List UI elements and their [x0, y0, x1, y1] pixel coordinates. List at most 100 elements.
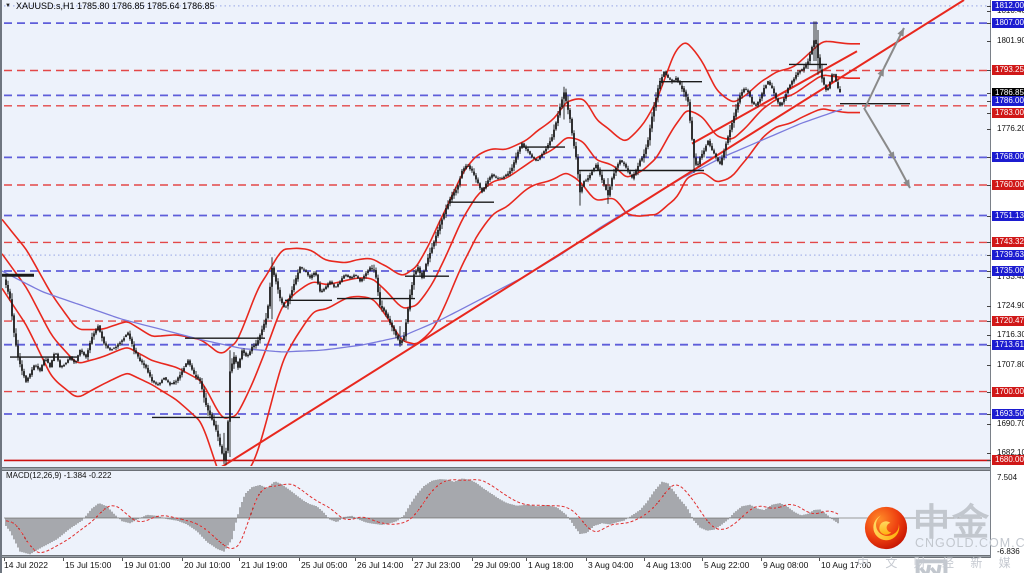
- macd-scale-bottom: -6.836: [997, 547, 1020, 556]
- price-tag-red: 1793.25: [992, 65, 1024, 75]
- price-axis-tick: [987, 101, 991, 102]
- time-axis-tick: [412, 558, 413, 561]
- price-tag-red: 1680.00: [992, 455, 1024, 465]
- ascending-trendline: [691, 50, 858, 145]
- price-tag-blue: 1713.61: [992, 340, 1024, 350]
- time-axis-tick: [63, 558, 64, 561]
- price-axis-label: 1776.20: [997, 124, 1024, 133]
- price-tag-blue: 1768.00: [992, 152, 1024, 162]
- price-tag-red: 1783.00: [992, 108, 1024, 118]
- time-axis-label: 3 Aug 04:00: [588, 560, 634, 570]
- candlesticks: [5, 21, 841, 466]
- price-axis-tick: [987, 216, 991, 217]
- price-axis-tick: [987, 255, 991, 256]
- time-axis-tick: [472, 558, 473, 561]
- price-tag-blue: 1812.00: [992, 1, 1024, 11]
- price-axis-tick: [987, 70, 991, 71]
- forecast-arrowhead-icon: [903, 179, 910, 188]
- lower-band-line: [2, 108, 860, 466]
- price-tag-red: 1720.47: [992, 316, 1024, 326]
- price-tag-black: 1786.85: [992, 88, 1024, 98]
- price-axis-tick: [987, 157, 991, 158]
- time-axis-tick: [526, 558, 527, 561]
- forecast-arrow: [863, 107, 896, 161]
- price-axis-tick: [987, 424, 991, 425]
- time-axis-tick: [702, 558, 703, 561]
- time-axis[interactable]: [2, 558, 1024, 573]
- price-axis-tick: [987, 93, 991, 94]
- time-axis-tick: [355, 558, 356, 561]
- time-axis-label: 1 Aug 18:00: [528, 560, 574, 570]
- price-tag-red: 1760.00: [992, 180, 1024, 190]
- price-axis-tick: [987, 113, 991, 114]
- price-axis-tick: [987, 392, 991, 393]
- time-axis-tick: [644, 558, 645, 561]
- price-axis-tick: [987, 335, 991, 336]
- price-axis-label: 1733.40: [997, 272, 1024, 281]
- time-axis-tick: [239, 558, 240, 561]
- time-axis-label: 19 Jul 01:00: [124, 560, 171, 570]
- price-tag-blue: 1693.50: [992, 409, 1024, 419]
- macd-signal-line: [5, 479, 839, 554]
- price-axis-tick: [987, 345, 991, 346]
- time-axis-label: 25 Jul 05:00: [301, 560, 348, 570]
- time-axis-tick: [586, 558, 587, 561]
- collapse-toggle-icon[interactable]: ▼: [5, 2, 11, 9]
- price-axis-tick: [987, 129, 991, 130]
- symbol-ohlc-title: XAUUSD.s,H1 1785.80 1786.85 1785.64 1786…: [15, 0, 215, 11]
- time-axis-label: 29 Jul 09:00: [474, 560, 521, 570]
- price-axis-tick: [987, 453, 991, 454]
- forecast-arrowhead-icon: [897, 28, 904, 37]
- price-tag-blue: 1751.13: [992, 211, 1024, 221]
- time-axis-label: 27 Jul 23:00: [414, 560, 461, 570]
- time-axis-label: 9 Aug 08:00: [763, 560, 809, 570]
- time-axis-label: 26 Jul 14:00: [357, 560, 404, 570]
- time-axis-tick: [299, 558, 300, 561]
- macd-pane-divider[interactable]: [2, 467, 1024, 471]
- time-axis-tick: [122, 558, 123, 561]
- time-axis-label: 5 Aug 22:00: [704, 560, 750, 570]
- price-tag-blue: 1807.00: [992, 18, 1024, 28]
- price-axis-tick: [987, 41, 991, 42]
- forecast-arrowhead-icon: [888, 151, 895, 160]
- middle-band-line: [2, 74, 860, 419]
- time-axis-label: 4 Aug 13:00: [646, 560, 692, 570]
- price-axis-tick: [987, 414, 991, 415]
- time-axis-tick: [4, 558, 5, 561]
- price-tag-blue: 1735.00: [992, 266, 1024, 276]
- time-axis-label: 14 Jul 2022: [4, 560, 48, 570]
- time-axis-divider: [2, 555, 1024, 558]
- price-pane: [2, 0, 990, 466]
- time-axis-label: 21 Jul 19:00: [241, 560, 288, 570]
- price-axis-tick: [987, 306, 991, 307]
- price-axis-label: 1724.90: [997, 301, 1024, 310]
- price-axis-tick: [987, 23, 991, 24]
- price-chart-canvas[interactable]: [2, 0, 1024, 558]
- price-axis-label: 1690.70: [997, 419, 1024, 428]
- price-axis-tick: [987, 365, 991, 366]
- macd-indicator-label: MACD(12,26,9) -1.384 -0.222: [6, 471, 112, 480]
- upper-band-line: [2, 40, 860, 354]
- time-axis-tick: [761, 558, 762, 561]
- price-tag-blue: 1739.63: [992, 250, 1024, 260]
- price-axis-tick: [987, 242, 991, 243]
- price-axis-label: 1682.10: [997, 448, 1024, 457]
- macd-pane: [4, 478, 982, 555]
- macd-scale-top: 7.504: [997, 473, 1018, 482]
- time-axis-tick: [819, 558, 820, 561]
- chart-title-overlay: ▼ XAUUSD.s,H1 1785.80 1786.85 1785.64 17…: [5, 0, 215, 11]
- price-axis-tick: [987, 460, 991, 461]
- time-axis-label: 15 Jul 15:00: [65, 560, 112, 570]
- price-axis-tick: [987, 277, 991, 278]
- price-axis-label: 1707.80: [997, 360, 1024, 369]
- price-axis-tick: [987, 11, 991, 12]
- time-axis-label: 20 Jul 10:00: [184, 560, 231, 570]
- ascending-trendline: [221, 0, 965, 466]
- price-axis-tick: [987, 6, 991, 7]
- price-axis-tick: [987, 185, 991, 186]
- moving-average-blue-line: [2, 108, 843, 353]
- price-axis-label: 1716.30: [997, 330, 1024, 339]
- price-axis-label: 1801.90: [997, 36, 1024, 45]
- time-axis-label: 10 Aug 17:00: [821, 560, 872, 570]
